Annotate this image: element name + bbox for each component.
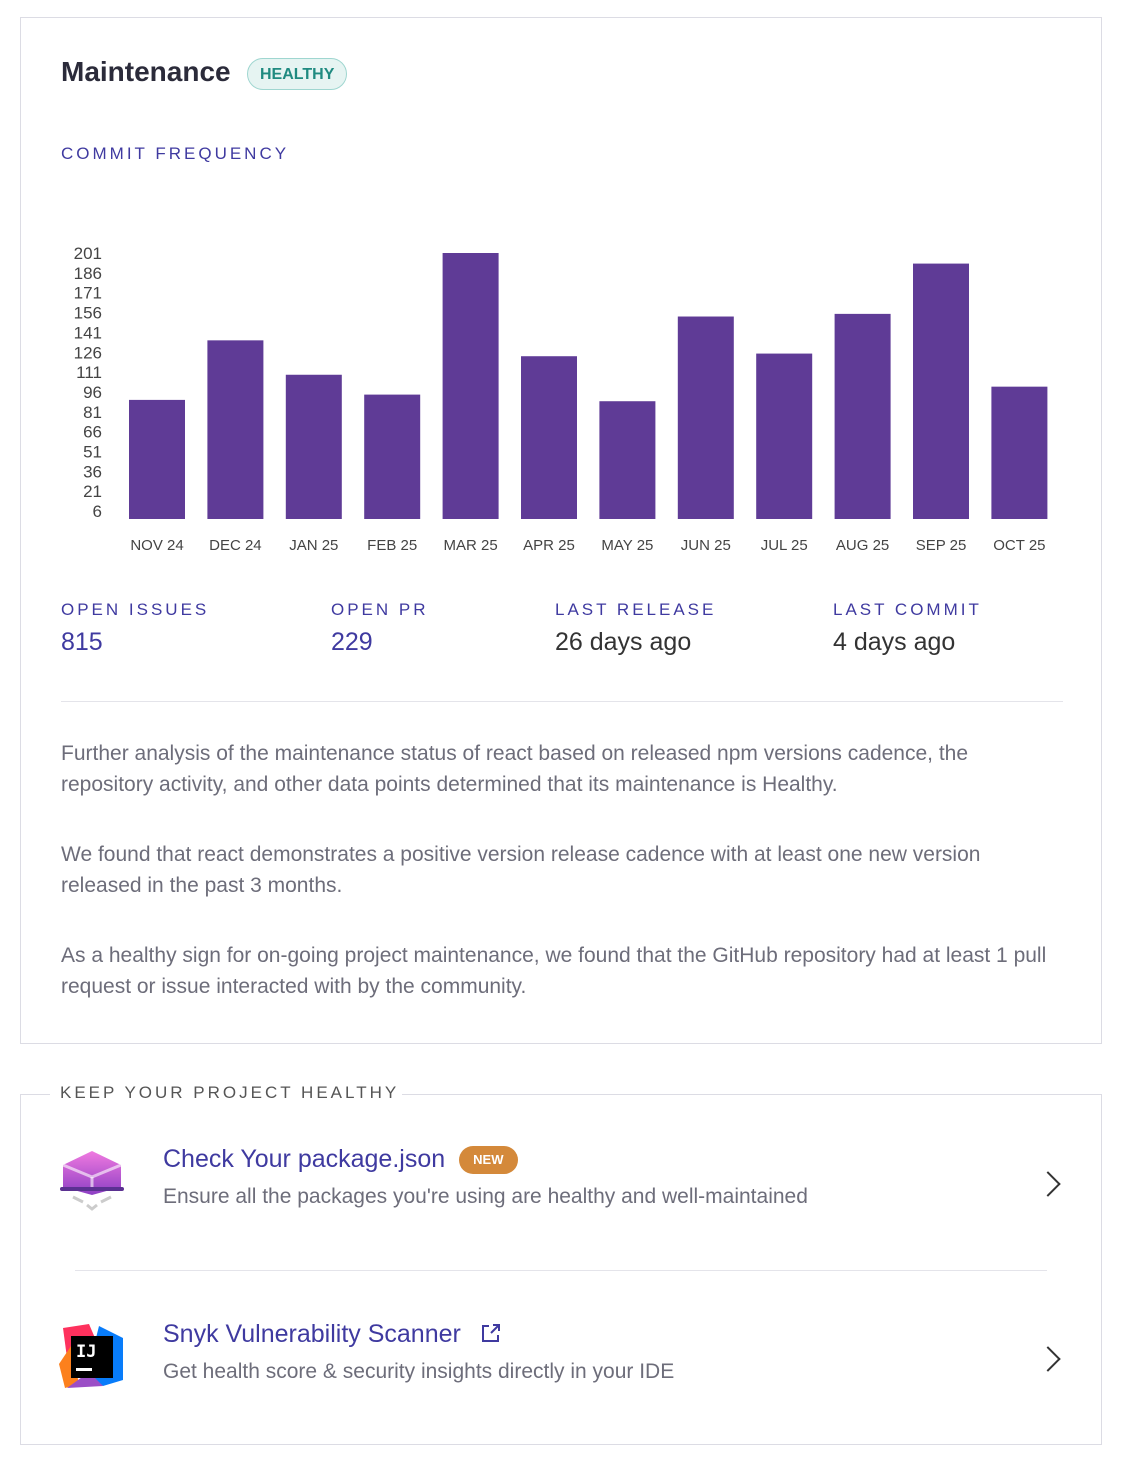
y-tick-label: 126 xyxy=(74,343,102,362)
stat-label: LAST COMMIT xyxy=(833,600,982,619)
item-title-text[interactable]: Check Your package.json xyxy=(163,1145,446,1173)
divider xyxy=(75,1270,1047,1271)
y-tick-label: 36 xyxy=(83,462,102,481)
bar-jan-25[interactable] xyxy=(285,374,342,519)
bar-oct-25[interactable] xyxy=(991,386,1048,519)
bar-may-25[interactable] xyxy=(599,401,656,519)
stat-last-release: LAST RELEASE 26 days ago xyxy=(555,600,716,657)
keep-healthy-legend: KEEP YOUR PROJECT HEALTHY xyxy=(20,1083,1102,1103)
x-tick-label: APR 25 xyxy=(523,537,575,554)
analysis-paragraph: We found that react demonstrates a posit… xyxy=(61,843,981,897)
y-tick-label: 6 xyxy=(93,502,102,521)
x-tick-label: MAY 25 xyxy=(601,537,653,554)
status-badge: HEALTHY xyxy=(247,58,348,90)
bar-apr-25[interactable] xyxy=(521,356,577,519)
y-tick-label: 201 xyxy=(74,244,102,263)
item-subtitle: Get health score & security insights dir… xyxy=(163,1360,675,1383)
x-tick-label: JUN 25 xyxy=(681,537,731,554)
stat-last-commit: LAST COMMIT 4 days ago xyxy=(833,600,982,657)
page-title: Maintenance xyxy=(61,56,231,87)
y-tick-label: 96 xyxy=(83,383,102,402)
x-tick-label: DEC 24 xyxy=(209,537,262,554)
x-tick-label: MAR 25 xyxy=(444,537,498,554)
y-tick-label: 21 xyxy=(83,482,102,501)
x-tick-label: SEP 25 xyxy=(916,537,967,554)
analysis-paragraph: Further analysis of the maintenance stat… xyxy=(61,742,969,796)
ij-logo-text: IJ xyxy=(76,1342,96,1362)
analysis-paragraph: As a healthy sign for on-going project m… xyxy=(61,944,1047,998)
new-badge: NEW xyxy=(459,1146,518,1175)
intellij-logo-icon: IJ xyxy=(59,1324,123,1388)
stat-open-issues: OPEN ISSUES 815 xyxy=(61,600,209,657)
snyk-scanner-item[interactable]: IJ Snyk Vulnerability Scanner Get health… xyxy=(21,1300,1101,1450)
bar-aug-25[interactable] xyxy=(834,313,891,519)
bar-jul-25[interactable] xyxy=(756,353,813,519)
bar-feb-25[interactable] xyxy=(364,394,421,519)
chevron-right-icon[interactable] xyxy=(1035,1346,1061,1372)
item-title[interactable]: Snyk Vulnerability Scanner xyxy=(163,1320,500,1349)
x-tick-label: AUG 25 xyxy=(836,537,889,554)
bar-sep-25[interactable] xyxy=(913,263,969,519)
section-title: KEEP YOUR PROJECT HEALTHY xyxy=(60,1083,400,1102)
x-tick-label: FEB 25 xyxy=(367,537,417,554)
open-pr-link[interactable]: 229 xyxy=(331,628,373,656)
item-title[interactable]: Check Your package.json NEW xyxy=(163,1145,518,1175)
y-tick-label: 171 xyxy=(74,284,102,303)
stat-open-pr: OPEN PR 229 xyxy=(331,600,429,657)
y-tick-label: 66 xyxy=(83,423,102,442)
item-subtitle: Ensure all the packages you're using are… xyxy=(163,1185,808,1208)
y-tick-label: 111 xyxy=(76,363,102,382)
external-link-icon xyxy=(481,1324,500,1342)
maintenance-card: Maintenance HEALTHY COMMIT FREQUENCY 201… xyxy=(20,17,1102,1044)
x-tick-label: JAN 25 xyxy=(289,537,338,554)
y-tick-label: 81 xyxy=(83,403,102,422)
commit-frequency-label: COMMIT FREQUENCY xyxy=(61,144,290,163)
bar-nov-24[interactable] xyxy=(129,399,185,519)
x-tick-label: JUL 25 xyxy=(761,537,808,554)
x-tick-label: OCT 25 xyxy=(993,537,1045,554)
y-tick-label: 51 xyxy=(83,443,102,462)
stat-value: 26 days ago xyxy=(555,628,692,656)
stat-label: OPEN PR xyxy=(331,600,429,619)
stat-value: 4 days ago xyxy=(833,628,956,656)
package-box-icon xyxy=(60,1151,124,1211)
y-tick-label: 156 xyxy=(74,304,102,323)
y-tick-label: 186 xyxy=(74,264,102,283)
open-issues-link[interactable]: 815 xyxy=(61,628,103,656)
chevron-right-icon[interactable] xyxy=(1035,1171,1061,1197)
divider xyxy=(61,701,1063,702)
stat-label: OPEN ISSUES xyxy=(61,600,210,619)
stat-label: LAST RELEASE xyxy=(555,600,717,619)
check-package-json-item[interactable]: Check Your package.json NEW Ensure all th… xyxy=(21,1125,1101,1275)
y-tick-label: 141 xyxy=(74,323,102,342)
bar-jun-25[interactable] xyxy=(677,316,734,519)
bar-mar-25[interactable] xyxy=(442,253,499,519)
x-tick-label: NOV 24 xyxy=(130,537,183,554)
keep-healthy-card: Check Your package.json NEW Ensure all th… xyxy=(20,1095,1102,1445)
bar-dec-24[interactable] xyxy=(207,340,264,519)
item-title-text[interactable]: Snyk Vulnerability Scanner xyxy=(163,1320,461,1348)
